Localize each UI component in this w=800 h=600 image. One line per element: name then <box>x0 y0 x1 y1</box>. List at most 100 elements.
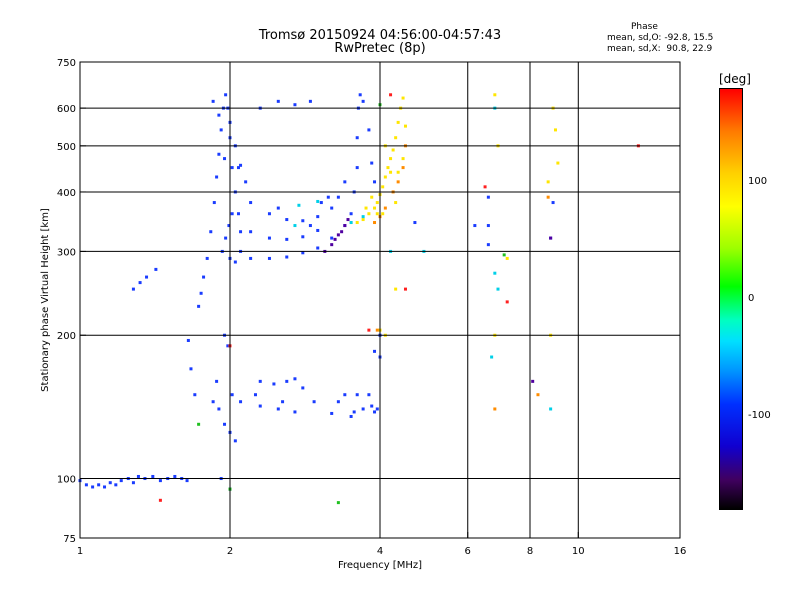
colorbar-tick-label: 100 <box>748 175 768 187</box>
data-point <box>386 166 390 170</box>
data-point <box>375 212 379 216</box>
data-point <box>217 152 221 156</box>
data-point <box>316 228 320 232</box>
data-point <box>373 349 377 353</box>
data-point <box>319 201 323 205</box>
data-point <box>239 400 243 404</box>
data-point <box>215 175 219 179</box>
grid-lines <box>80 62 680 538</box>
data-point <box>173 474 177 478</box>
colorbar-tick-label: 0 <box>748 293 755 304</box>
data-point <box>185 479 189 483</box>
data-point <box>276 407 280 411</box>
data-point <box>211 400 215 404</box>
data-point <box>394 136 398 140</box>
axis-ticks: 1 2 4 6 8 10 16 75 100 200 300 400 500 600 750 <box>57 58 686 557</box>
data-point <box>413 221 417 225</box>
data-point <box>361 99 365 103</box>
data-point <box>209 230 213 234</box>
data-point <box>375 407 379 411</box>
data-point <box>227 224 231 228</box>
data-point <box>343 393 347 397</box>
data-point <box>373 180 377 184</box>
y-tick-label: 400 <box>57 188 76 199</box>
data-point <box>258 404 262 408</box>
y-tick-label: 100 <box>57 475 76 486</box>
data-point <box>343 224 347 228</box>
stats-o-mode: mean, sd,O: -92.8, 15.5 <box>607 33 714 43</box>
data-point <box>336 233 340 237</box>
data-point <box>333 237 337 241</box>
data-point <box>496 287 500 291</box>
data-point <box>483 185 487 189</box>
data-point <box>223 157 227 161</box>
data-point <box>490 355 494 359</box>
data-point <box>401 166 405 170</box>
colorbar-unit: [deg] <box>719 72 751 86</box>
data-point <box>394 287 398 291</box>
data-point <box>230 393 234 397</box>
data-point <box>336 501 340 505</box>
data-point <box>267 256 271 260</box>
y-tick-label: 500 <box>57 142 76 153</box>
data-point <box>211 99 215 103</box>
data-point <box>301 219 305 223</box>
data-point <box>219 128 223 132</box>
data-point <box>396 180 400 184</box>
data-point <box>316 246 320 250</box>
data-point <box>308 224 312 228</box>
data-point <box>330 236 334 240</box>
data-point <box>189 367 193 371</box>
data-point <box>223 422 227 426</box>
data-point <box>549 236 553 240</box>
data-point <box>326 195 330 199</box>
data-point <box>239 230 243 234</box>
data-point <box>276 206 280 210</box>
data-point <box>258 379 262 383</box>
data-point <box>493 93 497 97</box>
data-point <box>316 199 320 203</box>
data-point <box>131 287 135 291</box>
data-point <box>330 243 334 247</box>
data-point <box>285 379 289 383</box>
data-point <box>312 400 316 404</box>
data-point <box>505 256 509 260</box>
data-point <box>401 157 405 161</box>
x-tick-label: 10 <box>572 546 585 557</box>
data-point <box>97 483 101 487</box>
data-point <box>546 180 550 184</box>
data-point <box>145 275 149 279</box>
data-point <box>186 338 190 342</box>
data-point <box>230 212 234 216</box>
data-point <box>301 386 305 390</box>
y-tick-label: 750 <box>57 58 76 69</box>
data-point <box>383 175 387 179</box>
data-point <box>215 379 219 383</box>
chart-subtitle: RwPretec (8p) <box>334 41 426 56</box>
data-point <box>367 393 371 397</box>
data-point <box>346 218 350 222</box>
data-point <box>301 235 305 239</box>
stats-heading: Phase <box>631 22 658 32</box>
data-point <box>389 157 393 161</box>
data-point <box>486 195 490 199</box>
data-point <box>330 206 334 210</box>
data-point <box>364 206 368 210</box>
phase-colorbar <box>719 88 743 510</box>
data-point <box>370 195 374 199</box>
data-point <box>505 300 509 304</box>
data-point <box>217 113 221 117</box>
data-point <box>355 136 359 140</box>
data-point <box>114 483 118 487</box>
data-point <box>230 166 234 170</box>
data-point <box>343 180 347 184</box>
data-point <box>205 256 209 260</box>
data-point <box>355 221 359 225</box>
data-point <box>349 221 353 225</box>
data-point <box>381 185 385 189</box>
data-point <box>383 206 387 210</box>
data-point <box>224 93 228 97</box>
data-point <box>373 206 377 210</box>
data-point <box>367 328 371 332</box>
